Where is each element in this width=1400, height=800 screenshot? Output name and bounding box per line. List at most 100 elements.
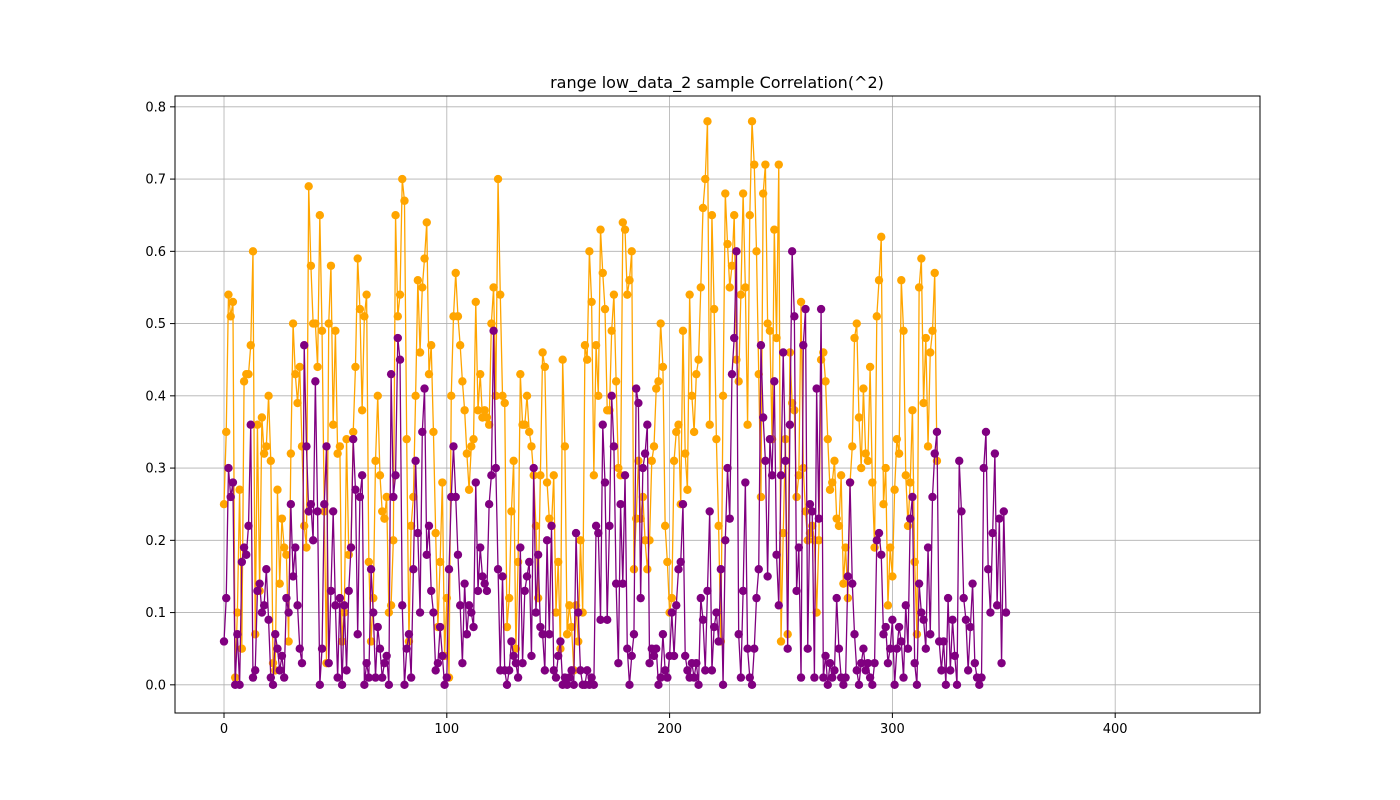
data-point [658, 630, 668, 639]
data-point [306, 500, 316, 509]
data-point [244, 521, 253, 531]
data-point [293, 601, 302, 610]
data-point [360, 312, 369, 321]
data-point [525, 427, 534, 437]
data-point [783, 644, 792, 653]
data-point [420, 254, 429, 263]
data-point [527, 651, 536, 661]
data-point [393, 333, 402, 343]
data-point [404, 630, 414, 639]
data-point [518, 658, 527, 668]
data-point [839, 680, 848, 690]
data-point [683, 485, 692, 494]
data-point [219, 500, 229, 509]
data-point [451, 268, 460, 278]
data-point [364, 673, 374, 682]
data-point [627, 247, 636, 256]
x-axis: 0 100 200 300 400 [220, 713, 1128, 737]
data-point [707, 211, 717, 220]
data-point [226, 312, 235, 321]
data-point [431, 528, 440, 538]
data-point [594, 528, 603, 538]
data-point [533, 550, 543, 559]
data-point [926, 348, 935, 357]
data-point [921, 644, 931, 653]
data-point [582, 355, 592, 364]
data-point [841, 543, 850, 552]
data-point [714, 521, 723, 531]
data-point [1001, 608, 1011, 617]
data-point [776, 637, 786, 646]
data-point [678, 500, 688, 509]
series-2 [219, 247, 1011, 690]
data-point [522, 391, 532, 401]
data-point [625, 680, 634, 690]
data-point [513, 673, 523, 682]
data-point [556, 637, 565, 646]
data-point [763, 572, 772, 581]
data-point [705, 507, 714, 516]
data-point [627, 651, 636, 661]
data-point [705, 420, 714, 429]
data-point [959, 593, 968, 603]
data-point [516, 369, 525, 379]
data-point [734, 377, 743, 386]
data-point [772, 333, 781, 343]
data-point [955, 456, 964, 466]
data-point [487, 471, 496, 480]
data-point [814, 514, 824, 523]
data-point [391, 471, 400, 480]
y-tick-label: 0.6 [145, 245, 166, 260]
data-point [369, 593, 378, 603]
data-point [939, 637, 948, 646]
data-point [897, 276, 906, 285]
data-point [522, 572, 532, 581]
data-point [295, 362, 304, 372]
data-point [892, 434, 902, 444]
data-point [375, 644, 385, 653]
data-point [879, 630, 888, 639]
data-point [830, 666, 839, 675]
data-point [794, 471, 804, 480]
data-point [999, 507, 1008, 516]
data-point [908, 492, 917, 502]
data-point [333, 449, 342, 458]
data-point [618, 579, 628, 588]
data-point [825, 658, 835, 668]
data-point [656, 673, 665, 682]
data-point [654, 377, 663, 386]
data-point [676, 557, 685, 567]
data-point [411, 456, 420, 466]
data-point [738, 189, 748, 198]
data-point [585, 247, 594, 256]
data-point [765, 434, 775, 444]
data-point [400, 196, 409, 205]
data-point [580, 341, 590, 350]
data-point [872, 536, 881, 545]
data-point [605, 521, 614, 531]
data-point [460, 579, 469, 588]
data-point [378, 673, 387, 682]
data-point [386, 369, 396, 379]
data-point [854, 680, 864, 690]
data-point [271, 630, 280, 639]
series-1 [219, 117, 942, 682]
data-point [520, 420, 529, 429]
data-point [763, 319, 772, 328]
data-point [340, 601, 349, 610]
data-point [342, 666, 351, 675]
data-point [371, 673, 380, 682]
data-point [382, 651, 391, 661]
data-point [353, 254, 362, 263]
data-point [362, 290, 371, 299]
data-point [614, 463, 623, 473]
data-point [302, 543, 311, 552]
data-point [598, 420, 607, 429]
data-point [830, 456, 839, 466]
data-point [315, 680, 325, 690]
data-point [810, 673, 819, 682]
data-point [614, 658, 623, 668]
data-point [932, 427, 942, 437]
data-point [868, 680, 877, 690]
